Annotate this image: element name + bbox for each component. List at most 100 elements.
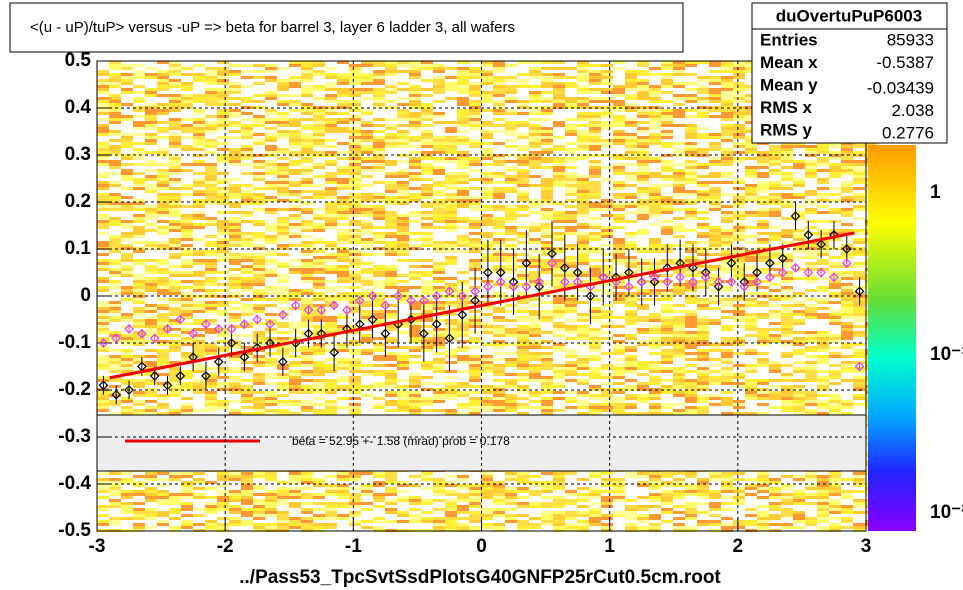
heat-cell bbox=[541, 262, 553, 265]
heat-cell bbox=[265, 172, 277, 175]
heat-cell bbox=[217, 400, 229, 403]
heat-cell bbox=[181, 409, 193, 412]
heat-cell bbox=[745, 379, 757, 382]
heat-cell bbox=[301, 220, 313, 223]
heat-cell bbox=[661, 406, 673, 409]
heat-cell bbox=[469, 124, 481, 127]
heat-cell bbox=[193, 259, 205, 262]
heat-cell bbox=[409, 121, 421, 124]
heat-cell bbox=[421, 190, 433, 193]
heat-cell bbox=[541, 265, 553, 268]
heat-cell bbox=[169, 328, 181, 331]
heat-cell bbox=[673, 151, 685, 154]
heat-cell bbox=[193, 280, 205, 283]
heat-cell bbox=[433, 100, 445, 103]
heat-cell bbox=[109, 199, 121, 202]
heat-cell bbox=[301, 244, 313, 247]
heat-cell bbox=[577, 367, 589, 370]
heat-cell bbox=[553, 235, 565, 238]
heat-cell bbox=[241, 280, 253, 283]
heat-cell bbox=[445, 193, 457, 196]
heat-cell bbox=[805, 307, 817, 310]
heat-cell bbox=[313, 346, 325, 349]
heat-cell bbox=[385, 364, 397, 367]
heat-cell bbox=[361, 280, 373, 283]
heat-cell bbox=[349, 304, 361, 307]
heat-cell bbox=[829, 364, 841, 367]
heat-cell bbox=[697, 226, 709, 229]
heat-cell bbox=[697, 352, 709, 355]
heat-cell bbox=[853, 301, 865, 304]
heat-cell bbox=[145, 355, 157, 358]
heat-cell bbox=[181, 229, 193, 232]
heat-cell bbox=[433, 76, 445, 79]
heat-cell bbox=[745, 241, 757, 244]
heat-cell bbox=[529, 277, 541, 280]
heat-cell bbox=[397, 82, 409, 85]
heat-cell bbox=[361, 148, 373, 151]
heat-cell bbox=[409, 187, 421, 190]
heat-cell bbox=[733, 151, 745, 154]
heat-cell bbox=[517, 412, 529, 415]
heat-cell bbox=[397, 235, 409, 238]
heat-cell bbox=[673, 112, 685, 115]
heat-cell bbox=[505, 64, 517, 67]
heat-cell bbox=[541, 181, 553, 184]
heat-cell bbox=[181, 304, 193, 307]
heat-cell bbox=[829, 187, 841, 190]
heat-cell bbox=[829, 376, 841, 379]
heat-cell bbox=[517, 259, 529, 262]
heat-cell bbox=[313, 385, 325, 388]
heat-cell bbox=[793, 412, 805, 415]
heat-cell bbox=[745, 187, 757, 190]
heat-cell bbox=[169, 157, 181, 160]
heat-cell bbox=[817, 286, 829, 289]
heat-cell bbox=[697, 265, 709, 268]
heat-cell bbox=[817, 331, 829, 334]
heat-cell bbox=[409, 355, 421, 358]
heat-cell bbox=[505, 394, 517, 397]
heat-cell bbox=[205, 184, 217, 187]
heat-cell bbox=[517, 349, 529, 352]
heat-cell bbox=[361, 109, 373, 112]
heat-cell bbox=[577, 196, 589, 199]
heat-cell bbox=[373, 94, 385, 97]
heat-cell bbox=[265, 391, 277, 394]
heat-cell bbox=[721, 133, 733, 136]
heat-cell bbox=[193, 349, 205, 352]
heat-cell bbox=[433, 70, 445, 73]
heat-cell bbox=[409, 151, 421, 154]
heat-cell bbox=[133, 226, 145, 229]
heat-cell bbox=[193, 136, 205, 139]
heat-cell bbox=[361, 271, 373, 274]
heat-cell bbox=[217, 310, 229, 313]
heat-cell bbox=[565, 175, 577, 178]
heat-cell bbox=[841, 313, 853, 316]
heat-cell bbox=[145, 121, 157, 124]
heat-cell bbox=[217, 187, 229, 190]
heat-cell bbox=[157, 199, 169, 202]
heat-cell bbox=[517, 226, 529, 229]
heat-cell bbox=[421, 184, 433, 187]
heat-cell bbox=[781, 199, 793, 202]
heat-cell bbox=[349, 136, 361, 139]
heat-cell bbox=[697, 112, 709, 115]
heat-cell bbox=[805, 346, 817, 349]
heat-cell bbox=[241, 352, 253, 355]
heat-cell bbox=[397, 289, 409, 292]
heat-cell bbox=[97, 280, 109, 283]
heat-cell bbox=[769, 208, 781, 211]
heat-cell bbox=[553, 325, 565, 328]
heat-cell bbox=[97, 316, 109, 319]
heat-cell bbox=[505, 88, 517, 91]
heat-cell bbox=[181, 337, 193, 340]
heat-cell bbox=[361, 169, 373, 172]
heat-cell bbox=[385, 70, 397, 73]
heat-cell bbox=[517, 133, 529, 136]
heat-cell bbox=[133, 262, 145, 265]
heat-cell bbox=[481, 178, 493, 181]
heat-cell bbox=[289, 184, 301, 187]
heat-cell bbox=[145, 319, 157, 322]
heat-cell bbox=[553, 385, 565, 388]
heat-cell bbox=[469, 385, 481, 388]
